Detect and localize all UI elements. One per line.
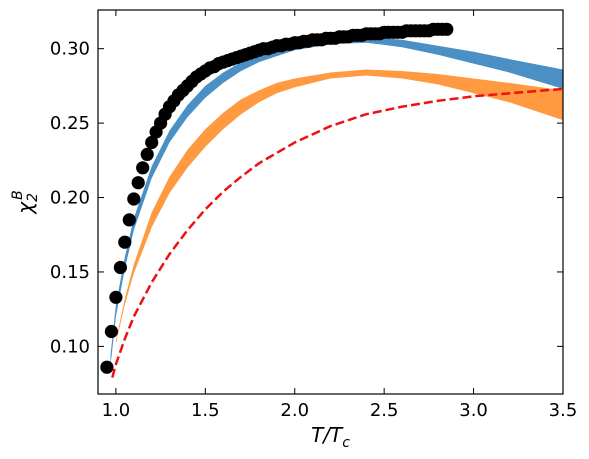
data-point-76 <box>440 22 454 36</box>
data-point-1 <box>104 324 118 339</box>
x-tick-label-5: 3.5 <box>549 400 578 421</box>
x-tick-label-0: 1.0 <box>102 400 131 421</box>
band-orange-1 <box>115 69 563 344</box>
plot-area <box>100 22 563 378</box>
y-tick-label-0: 0.10 <box>50 336 90 357</box>
data-point-0 <box>100 360 114 374</box>
x-tick-label-4: 3.0 <box>459 400 488 421</box>
data-point-3 <box>113 260 127 275</box>
red-dashed-curve <box>111 87 563 378</box>
data-point-4 <box>118 235 132 249</box>
data-point-9 <box>140 147 154 161</box>
band-blue-0 <box>110 36 563 366</box>
data-point-2 <box>109 290 123 304</box>
data-point-7 <box>131 176 145 190</box>
y-tick-label-3: 0.25 <box>50 113 90 134</box>
y-axis-label: χ2B <box>10 190 41 214</box>
data-point-10 <box>145 135 159 150</box>
y-tick-label-4: 0.30 <box>50 39 90 60</box>
x-axis-label: T/Tc <box>311 423 350 451</box>
x-tick-label-2: 2.0 <box>280 400 309 421</box>
data-point-5 <box>122 213 136 227</box>
y-tick-label-2: 0.20 <box>50 188 90 209</box>
axis-ticks: 1.0 1.5 2.0 2.5 3.0 3.5 0.10 0.15 0.20 0.25 0.30 <box>50 10 577 421</box>
data-point-8 <box>136 161 150 175</box>
y-tick-label-1: 0.15 <box>50 262 90 283</box>
data-point-6 <box>127 192 141 206</box>
x-tick-label-1: 1.5 <box>191 400 220 421</box>
plot-frame <box>97 9 564 395</box>
x-tick-label-3: 2.5 <box>370 400 399 421</box>
